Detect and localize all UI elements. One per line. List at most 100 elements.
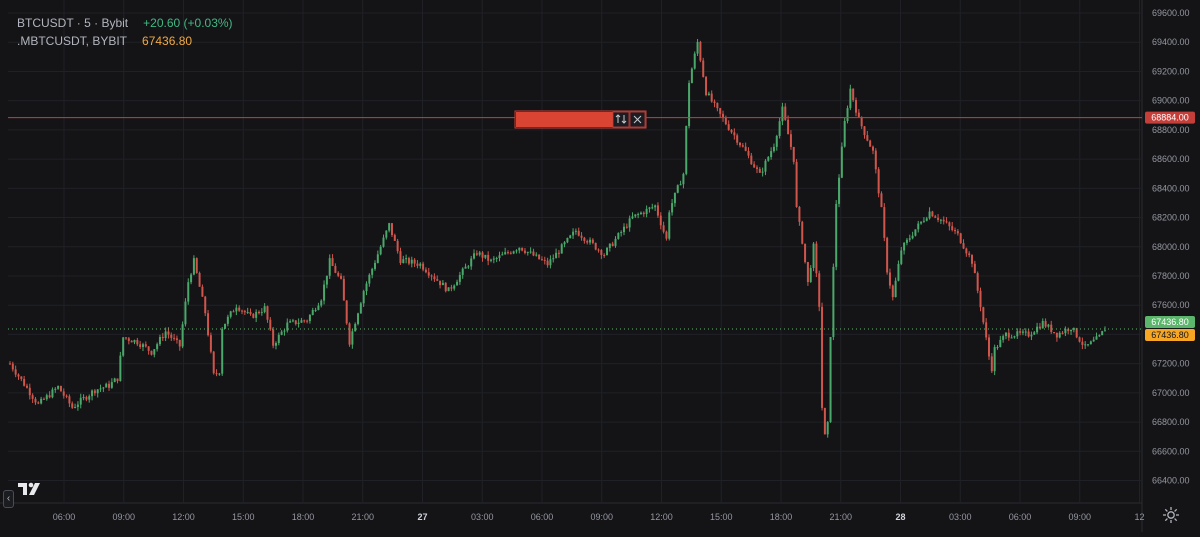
last-price-label[interactable]: 67436.80 [1145,316,1195,329]
candle-body [591,239,594,243]
candle-body [1038,326,1041,329]
candle-body [201,286,204,297]
candle-body [685,125,688,174]
candle-body [1010,337,1013,339]
candle-body [829,337,832,423]
candle-body [181,324,184,347]
candle-body [371,268,374,275]
candle-body [937,217,940,220]
candle-body [954,230,957,232]
candle-body [815,243,818,274]
candle-body [388,223,391,231]
price-tick-label: 68200.00 [1152,213,1190,223]
candle-body [190,274,193,283]
alert-box[interactable] [514,110,647,129]
chevron-left-icon[interactable]: ‹ [3,490,14,508]
candle-body [634,214,637,217]
candle-body [110,382,113,388]
candle-body [323,284,326,301]
time-tick-label: 15:00 [710,512,733,522]
candle-body [1055,332,1058,338]
tradingview-logo-icon[interactable] [16,478,44,500]
candle-body [1075,328,1078,338]
candle-body [490,259,493,261]
candle-body [376,254,379,263]
candle-body [156,344,159,350]
candle-body [849,88,852,109]
candle-body [365,283,368,292]
candle-body [648,207,651,209]
candle-body [88,396,91,400]
candle-body [1061,332,1064,334]
candle-body [982,307,985,323]
candle-body [136,340,139,345]
time-tick-label: 09:00 [1068,512,1091,522]
candle-body [563,242,566,245]
swap-vertical-icon[interactable] [612,111,630,128]
candle-body [48,395,51,398]
candle-body [1084,344,1087,346]
candle-body [385,230,388,238]
candle-body [164,331,167,339]
candle-body [243,310,246,313]
candle-body [886,237,889,273]
price-axis[interactable]: 69600.00 69400.00 69200.00 69000.00 68800.00… [1152,8,1190,486]
candle-body [351,331,354,345]
candle-body [224,323,227,329]
candle-body [402,259,405,264]
candle-body [252,313,255,318]
candle-body [798,206,801,222]
price-tick-label: 69000.00 [1152,96,1190,106]
candle-body [823,407,826,435]
time-tick-label: 03:00 [471,512,494,522]
candle-body [1047,324,1050,327]
symbol-title[interactable]: BTCUSDT · 5 · Bybit [17,16,129,30]
candle-body [540,259,543,261]
index-price-label[interactable]: 67436.80 [1145,329,1195,342]
candle-body [600,250,603,255]
candle-body [637,214,640,216]
candle-body [614,238,617,246]
gear-icon[interactable] [1161,505,1181,525]
candles [9,38,1106,438]
candle-body [835,203,838,267]
candle-body [787,119,790,135]
candle-body [968,253,971,256]
candle-body [1072,328,1075,330]
candle-body [945,221,948,223]
candle-body [843,120,846,147]
candle-body [232,311,235,313]
price-tick-label: 68400.00 [1152,183,1190,193]
candle-body [1007,332,1010,338]
candle-body [764,160,767,172]
alert-price-label[interactable]: 68884.00 [1145,111,1195,124]
candle-body [461,268,464,275]
candle-body [249,311,252,314]
candle-body [1044,320,1047,327]
candle-body [475,253,478,255]
close-icon[interactable] [629,111,646,128]
candle-body [116,378,119,381]
index-symbol[interactable]: .MBTCUSDT, BYBIT [17,34,128,48]
time-axis[interactable]: 06:00 09:00 12:00 15:00 18:00 21:00 27 03:00 06:… [53,512,1145,522]
candle-body [659,215,662,226]
candle-body [716,102,719,109]
candle-body [1016,331,1019,337]
candle-body [631,216,634,219]
candle-body [651,207,654,209]
candle-body [993,347,996,372]
candle-body [741,145,744,147]
candle-body [158,336,161,345]
candle-body [821,306,824,408]
candle-body [1078,337,1081,342]
candle-body [354,323,357,332]
candle-body [826,422,829,435]
candle-body [436,279,439,281]
candle-body [566,238,569,243]
candle-body [303,320,306,322]
candle-body [931,211,934,217]
candle-body [37,402,40,404]
